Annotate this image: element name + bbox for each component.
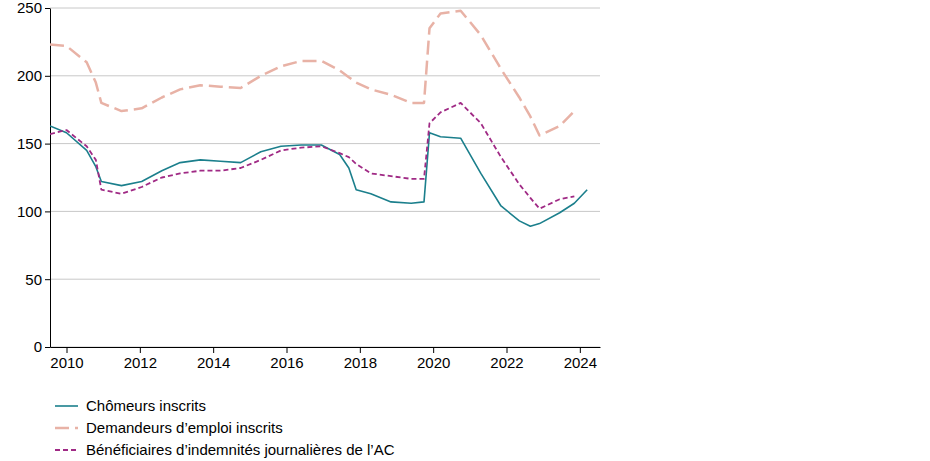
legend-swatch (55, 405, 78, 407)
x-tick-mark (213, 347, 214, 353)
x-tick-mark (140, 347, 141, 353)
legend: Chômeurs inscrits Demandeurs d’emploi ins… (55, 397, 395, 458)
x-tick-label: 2022 (490, 354, 523, 371)
y-axis-line (50, 9, 51, 348)
y-tick-mark (45, 347, 50, 348)
legend-label: Demandeurs d’emploi inscrits (86, 419, 283, 436)
grid-line (50, 8, 600, 9)
x-axis: 2010 2012 2014 2016 2018 2020 2022 2024 (50, 347, 600, 371)
y-tick-label: 150 (17, 135, 42, 152)
y-tick-mark (45, 279, 50, 280)
y-tick: 250 (17, 0, 50, 16)
grid-line (50, 143, 600, 144)
legend-swatch (55, 427, 78, 430)
series-line (50, 11, 574, 136)
x-tick-label: 2018 (344, 354, 377, 371)
y-tick: 200 (17, 67, 50, 84)
x-tick-label: 2020 (417, 354, 450, 371)
x-tick-label: 2016 (270, 354, 303, 371)
legend-swatch (55, 449, 78, 451)
x-tick: 2012 (124, 347, 157, 371)
x-tick: 2024 (564, 347, 597, 371)
x-tick-mark (67, 347, 68, 353)
grid-line (50, 279, 600, 280)
x-tick: 2014 (197, 347, 230, 371)
grid-line (50, 211, 600, 212)
x-tick-mark (580, 347, 581, 353)
x-tick: 2020 (417, 347, 450, 371)
x-tick: 2010 (50, 347, 83, 371)
legend-item: Chômeurs inscrits (55, 397, 206, 414)
grid (50, 8, 600, 347)
x-axis-line (51, 347, 601, 348)
y-tick: 150 (17, 135, 50, 152)
y-tick-mark (45, 8, 50, 9)
y-tick: 100 (17, 203, 50, 220)
series-line (50, 103, 574, 209)
x-tick-mark (287, 347, 288, 353)
legend-label: Chômeurs inscrits (86, 397, 206, 414)
y-tick-label: 0 (34, 338, 42, 355)
x-tick-mark (507, 347, 508, 353)
legend-item: Bénéficiaires d’indemnités journalières … (55, 441, 395, 458)
x-tick-label: 2012 (124, 354, 157, 371)
series-line (50, 126, 587, 226)
x-tick-label: 2014 (197, 354, 230, 371)
lines (50, 11, 587, 227)
y-tick-mark (45, 76, 50, 77)
y-tick-mark (45, 144, 50, 145)
legend-label: Bénéficiaires d’indemnités journalières … (86, 441, 395, 458)
grid-line (50, 75, 600, 76)
x-tick: 2018 (344, 347, 377, 371)
y-axis: 0 50 100 150 200 250 (17, 0, 51, 355)
legend-item: Demandeurs d’emploi inscrits (55, 419, 283, 436)
y-tick-label: 100 (17, 203, 42, 220)
chart: 0501001502002502010201220142016201820202… (0, 0, 930, 461)
y-tick: 0 (34, 338, 50, 355)
y-tick-mark (45, 211, 50, 212)
x-tick-mark (433, 347, 434, 353)
x-tick: 2016 (270, 347, 303, 371)
x-tick: 2022 (490, 347, 523, 371)
y-tick-label: 200 (17, 67, 42, 84)
grid-line (50, 347, 600, 348)
x-tick-mark (360, 347, 361, 353)
x-tick-label: 2024 (564, 354, 597, 371)
y-tick-label: 250 (17, 0, 42, 16)
y-tick-label: 50 (25, 271, 42, 288)
x-tick-label: 2010 (50, 354, 83, 371)
y-tick: 50 (25, 271, 50, 288)
